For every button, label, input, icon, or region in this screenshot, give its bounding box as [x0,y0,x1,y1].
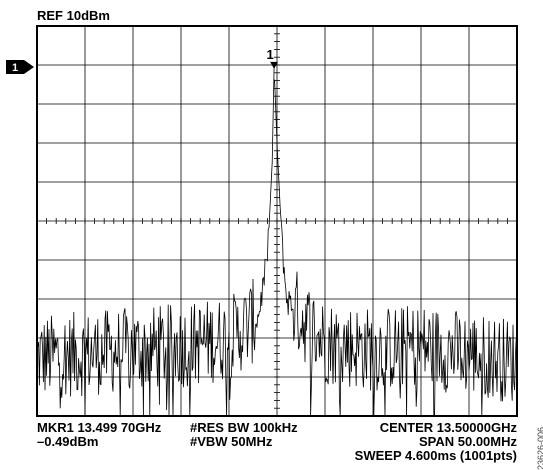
reference-marker-icon: 1 [6,60,34,74]
marker-triangle-icon [270,61,279,69]
reference-marker-label: 1 [12,62,18,74]
video-bandwidth-label: #VBW 50MHz [190,434,273,449]
figure-id: 23626-006 [536,426,543,470]
resolution-bandwidth-label: #RES BW 100kHz [190,420,298,435]
sweep-label: SWEEP 4.600ms (1001pts) [354,448,517,463]
reference-level-label: REF 10dBm [37,8,110,23]
center-frequency-label: CENTER 13.50000GHz [379,420,517,435]
trace-line [36,66,518,417]
marker-readout-level: –0.49dBm [37,434,99,449]
peak-marker: 1 [267,47,279,69]
span-label: SPAN 50.00MHz [418,434,517,449]
marker-label: 1 [267,47,274,62]
center-axis-ticks [36,25,518,417]
marker-readout-frequency: MKR1 13.499 70GHz [37,420,162,435]
